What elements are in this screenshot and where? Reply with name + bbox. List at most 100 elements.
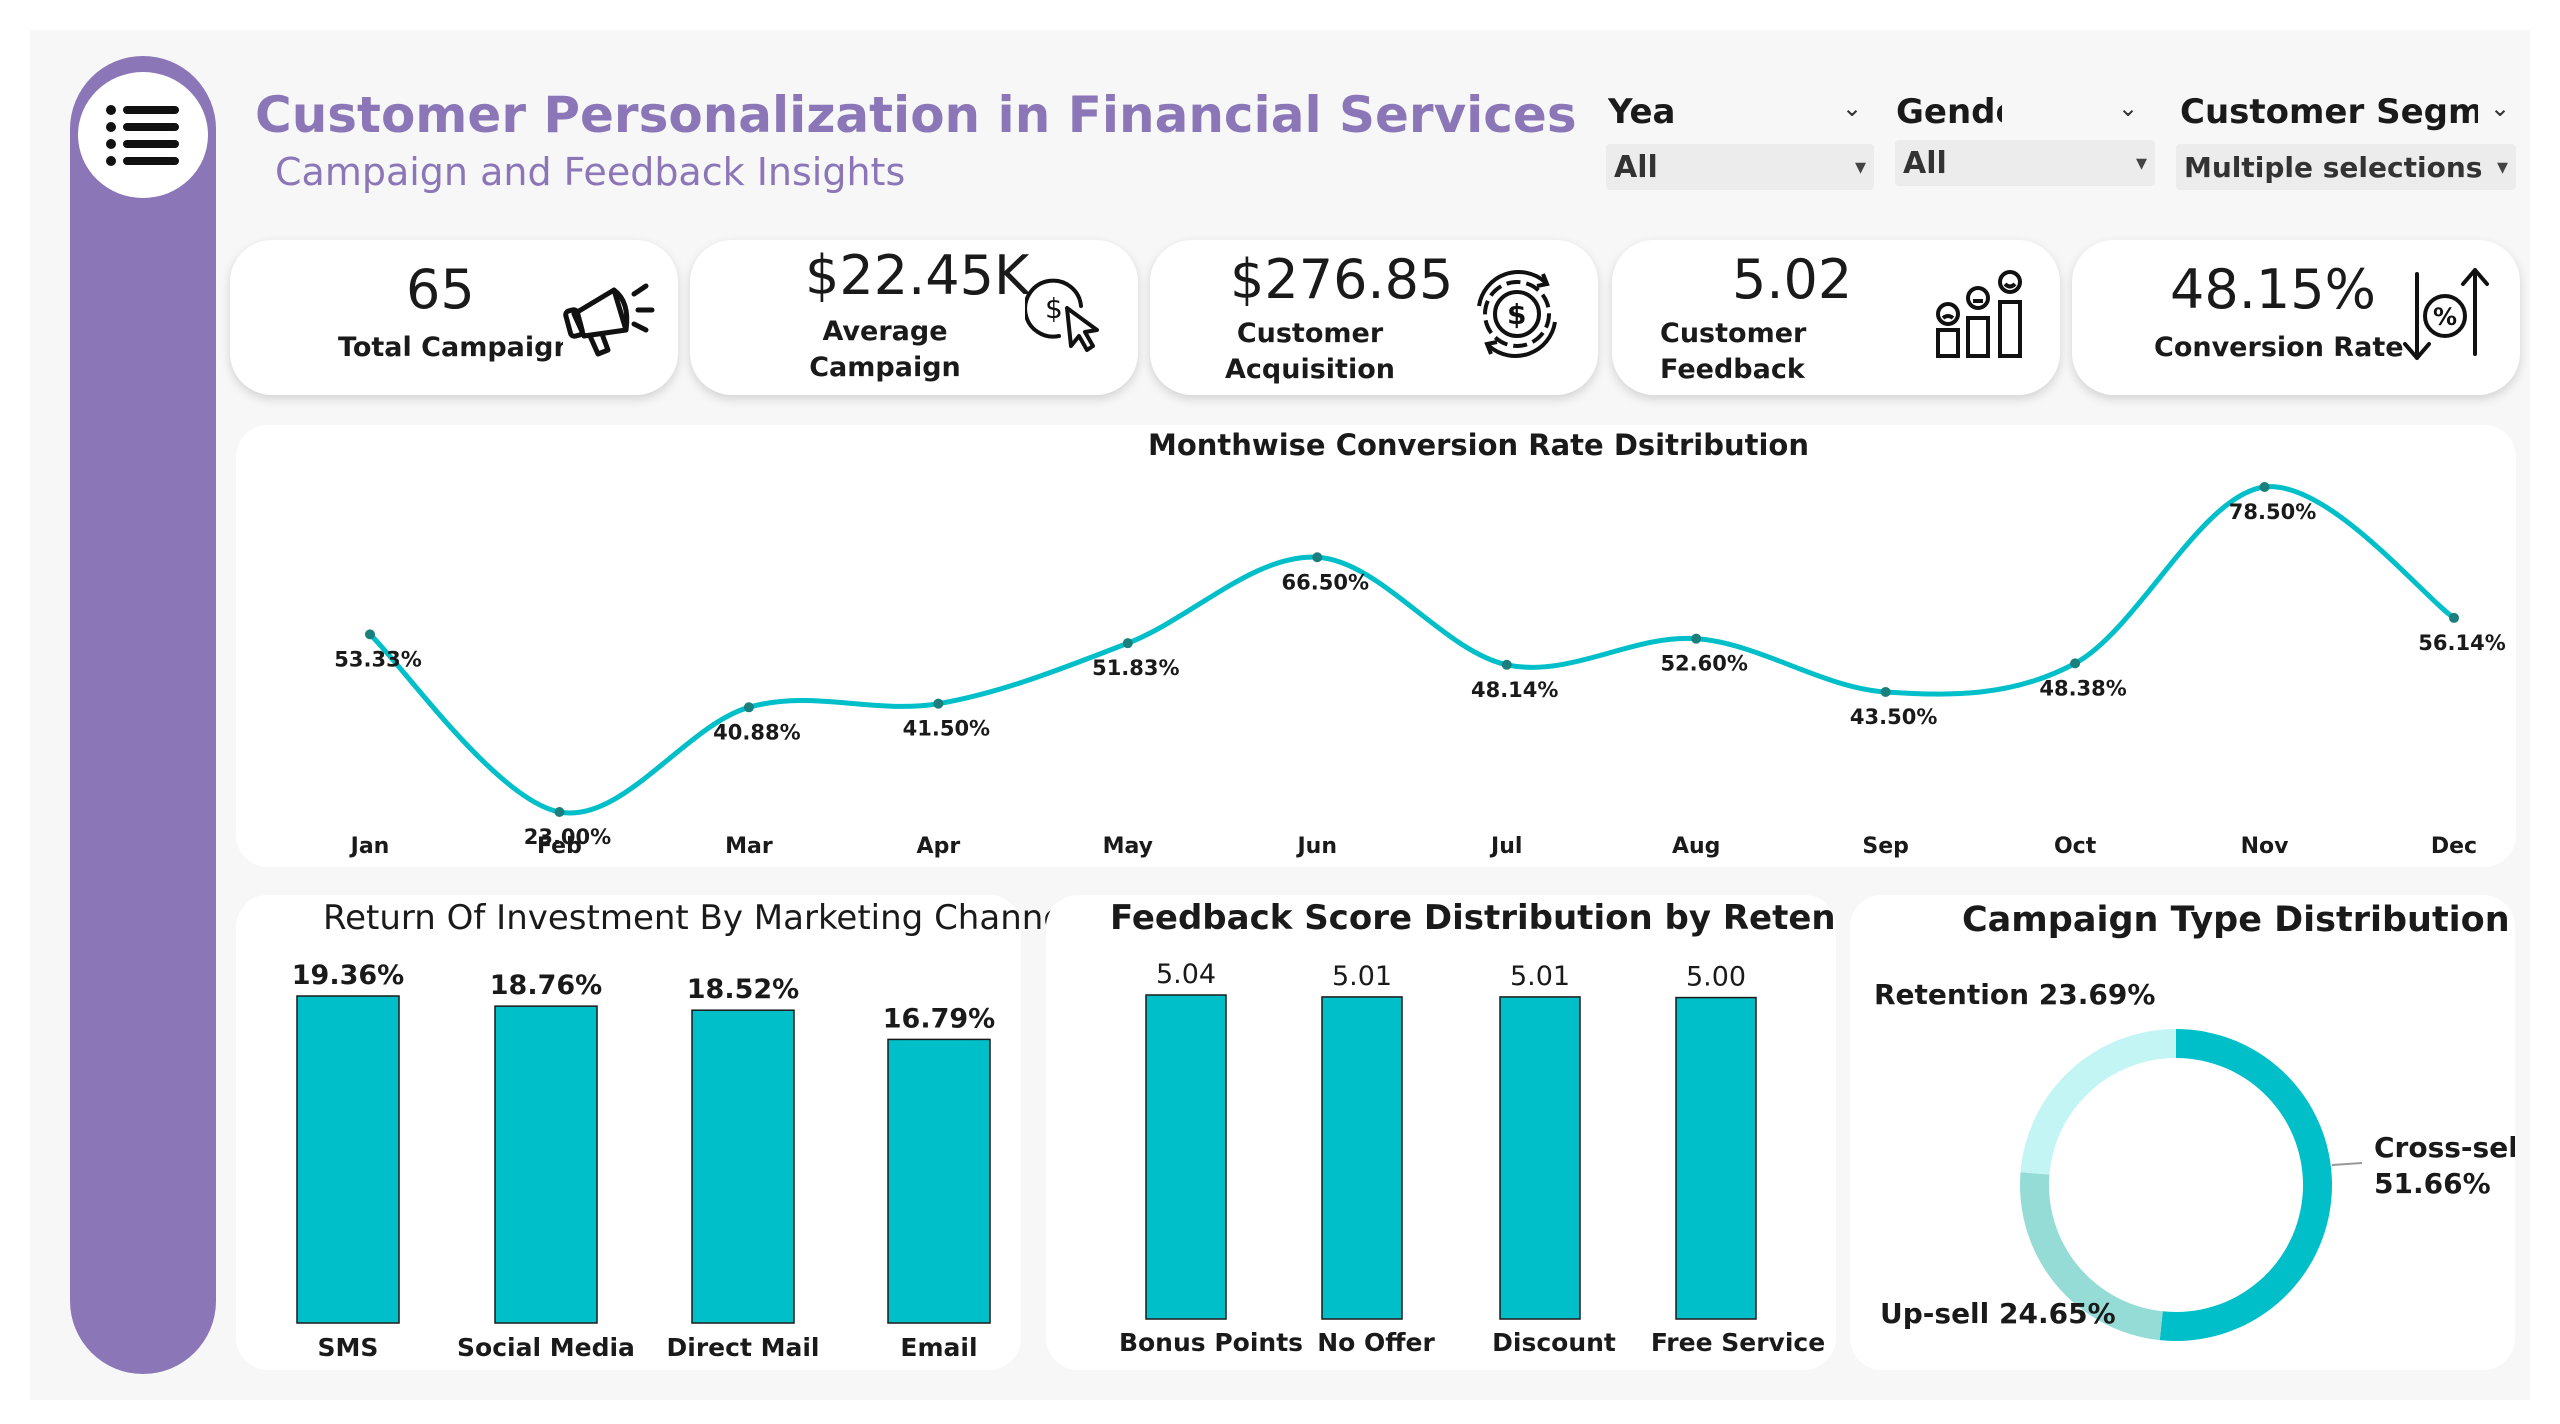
- line-data-label: 56.14%: [2418, 631, 2505, 655]
- segment-filter-chevron-icon[interactable]: ⌄: [2490, 94, 2511, 122]
- line-point[interactable]: [365, 629, 375, 640]
- x-tick-label: Dec: [2431, 834, 2477, 859]
- line-data-label: 41.50%: [903, 717, 990, 741]
- x-tick-label: Free Service: [1651, 1328, 1825, 1357]
- kpi-value: 65: [406, 258, 475, 321]
- menu-button[interactable]: [78, 72, 208, 198]
- x-tick-label: Sep: [1862, 834, 1909, 859]
- kpi-label: Conversion Rate: [2154, 332, 2404, 363]
- line-data-label: 40.88%: [713, 720, 800, 744]
- gender-filter-label: Gende: [1896, 92, 2002, 132]
- x-tick-label: May: [1103, 834, 1153, 859]
- x-tick-label: Jun: [1296, 834, 1338, 859]
- year-filter-chevron-icon[interactable]: ⌄: [1842, 94, 1863, 122]
- bar-data-label: 5.01: [1332, 961, 1392, 992]
- bar[interactable]: [1145, 994, 1227, 1320]
- x-tick-label: Mar: [725, 834, 773, 859]
- roi-chart-title: Return Of Investment By Marketing Channe…: [323, 898, 1074, 938]
- svg-text:$: $: [1045, 292, 1063, 325]
- line-data-label: 53.33%: [334, 647, 421, 671]
- x-tick-label: Aug: [1672, 834, 1720, 859]
- page-subtitle: Campaign and Feedback Insights: [275, 150, 906, 194]
- kpi-label: Average Campaign: [790, 314, 980, 386]
- donut-slice[interactable]: [2020, 1172, 2163, 1341]
- x-tick-label: Jan: [349, 834, 390, 859]
- bar[interactable]: [1499, 996, 1581, 1320]
- line-data-label: 43.50%: [1850, 705, 1937, 729]
- donut-slice[interactable]: [2020, 1029, 2176, 1175]
- line-point[interactable]: [1122, 638, 1133, 649]
- svg-text:%: %: [2433, 303, 2457, 331]
- x-tick-label: Email: [900, 1333, 977, 1362]
- kpi-label-line-2: Feedback: [1660, 354, 1805, 385]
- feedback-faces-icon: [1936, 270, 2022, 358]
- gender-filter-chevron-icon[interactable]: ⌄: [2118, 94, 2139, 122]
- x-tick-label: Discount: [1492, 1328, 1616, 1357]
- bar-data-label: 16.79%: [883, 1003, 995, 1034]
- line-point[interactable]: [743, 702, 754, 713]
- line-data-label: 66.50%: [1282, 570, 1369, 594]
- x-tick-label: No Offer: [1317, 1328, 1435, 1357]
- line-point[interactable]: [2449, 612, 2459, 623]
- gender-filter-dropdown[interactable]: All ▾: [1895, 140, 2155, 186]
- donut-slice[interactable]: [2159, 1029, 2333, 1341]
- monthwise-conversion-panel: [236, 425, 2516, 867]
- bar-data-label: 18.52%: [687, 974, 799, 1005]
- menu-list-icon: [106, 105, 179, 166]
- chevron-down-icon: ▾: [1854, 154, 1866, 180]
- feedback-bar-chart: 5.04 Bonus Points 5.01 No Offer 5.01 Discount…: [1119, 959, 1825, 1357]
- megaphone-icon: [563, 283, 655, 357]
- x-tick-label: Social Media: [457, 1333, 635, 1362]
- kpi-label-line-1: Customer: [1236, 318, 1384, 349]
- x-tick-label: Oct: [2054, 834, 2097, 859]
- kpi-label: Customer Feedback: [1660, 316, 1810, 388]
- kpi-label: Customer Acquisition: [1210, 316, 1410, 388]
- dollar-cycle-icon: $: [1477, 270, 1557, 358]
- kpi-label-line-2: Campaign: [809, 352, 961, 383]
- donut-chart-title: Campaign Type Distribution: [1962, 900, 2510, 940]
- line-point[interactable]: [2070, 658, 2081, 669]
- gender-filter-value: All: [1903, 145, 1947, 181]
- kpi-label-line-1: Customer: [1660, 318, 1807, 349]
- donut-label: Retention 23.69%: [1874, 978, 2155, 1011]
- x-tick-label: Bonus Points: [1119, 1328, 1303, 1357]
- bar[interactable]: [1675, 996, 1757, 1320]
- roi-bar-chart: 19.36% SMS 18.76% Social Media 18.52% Direct …: [292, 960, 995, 1362]
- line-point[interactable]: [1312, 552, 1323, 563]
- line-point[interactable]: [1880, 686, 1891, 697]
- kpi-card-customer-feedback: 5.02 Customer Feedback: [1612, 240, 2060, 395]
- bar-data-label: 5.00: [1686, 962, 1746, 993]
- x-tick-label: Direct Mail: [667, 1333, 820, 1362]
- bar[interactable]: [494, 1005, 598, 1324]
- kpi-label-line-2: Acquisition: [1225, 354, 1395, 385]
- x-tick-label: Apr: [917, 834, 961, 859]
- line-point[interactable]: [1691, 633, 1702, 644]
- monthwise-conversion-chart: 53.33% Jan 23.00%Feb 40.88% Mar 41.50% Apr 51.8…: [334, 482, 2506, 859]
- line-point[interactable]: [1501, 659, 1512, 670]
- campaign-type-panel: [1850, 895, 2515, 1370]
- chevron-down-icon: ▾: [2135, 150, 2147, 176]
- line-data-label: 23.00%: [524, 825, 611, 849]
- line-point[interactable]: [554, 807, 565, 817]
- kpi-value: 48.15%: [2170, 258, 2376, 321]
- bar[interactable]: [887, 1038, 991, 1324]
- donut-label-value: 51.66%: [2374, 1167, 2491, 1200]
- kpi-card-conversion-rate: 48.15% Conversion Rate %: [2072, 240, 2520, 395]
- line-point[interactable]: [933, 698, 944, 709]
- segment-filter-value: Multiple selections: [2184, 150, 2483, 184]
- line-data-label: 48.14%: [1471, 678, 1558, 702]
- bar-data-label: 18.76%: [490, 970, 602, 1001]
- line-point[interactable]: [2259, 482, 2270, 492]
- kpi-card-customer-acquisition: $276.85 Customer Acquisition $: [1150, 240, 1598, 395]
- line-data-label: 78.50%: [2229, 500, 2316, 524]
- kpi-label: Total Campaigns: [338, 332, 563, 363]
- x-tick-label: SMS: [318, 1333, 379, 1362]
- line-data-label: 48.38%: [2039, 676, 2126, 700]
- bar[interactable]: [1321, 996, 1403, 1320]
- bar[interactable]: [296, 995, 400, 1324]
- line-data-label: 51.83%: [1092, 656, 1179, 680]
- year-filter-dropdown[interactable]: All ▾: [1606, 144, 1874, 190]
- bar[interactable]: [691, 1009, 795, 1324]
- segment-filter-dropdown[interactable]: Multiple selections ▾: [2176, 144, 2516, 190]
